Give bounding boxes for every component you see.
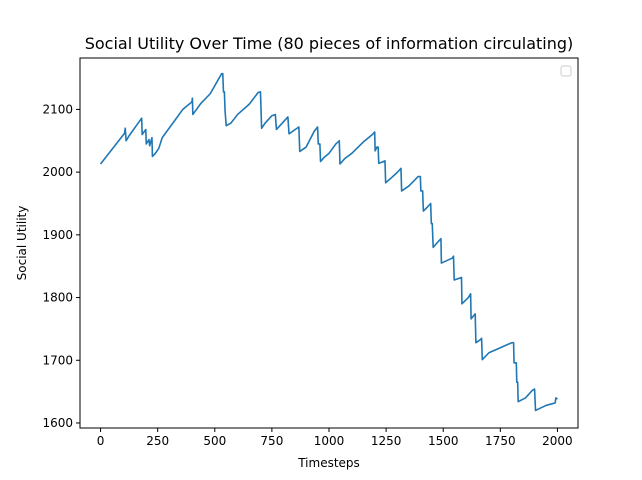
x-tick-label: 500 [203,434,226,448]
x-axis-label: Timesteps [297,456,360,470]
x-axis-ticks: 0 250 500 750 1000 1250 1500 1750 2000 [97,428,573,448]
plot-series [99,72,558,412]
y-tick-label: 1700 [42,353,73,367]
series-line [99,72,558,412]
x-tick-label: 2000 [542,434,573,448]
legend-box [560,65,572,77]
y-tick-label: 2100 [42,102,73,116]
x-tick-label: 1000 [314,434,345,448]
x-tick-label: 1500 [428,434,459,448]
y-axis-label: Social Utility [15,206,29,281]
plot-frame [79,57,579,429]
x-tick-label: 1250 [371,434,402,448]
y-tick-label: 2000 [42,165,73,179]
x-tick-label: 0 [97,434,105,448]
y-axis-ticks: 1600 1700 1800 1900 2000 2100 [42,102,80,430]
chart-title: Social Utility Over Time (80 pieces of i… [85,34,574,53]
x-tick-label: 250 [146,434,169,448]
x-tick-label: 750 [260,434,283,448]
y-tick-label: 1800 [42,291,73,305]
y-tick-label: 1600 [42,416,73,430]
y-tick-label: 1900 [42,228,73,242]
x-tick-label: 1750 [485,434,516,448]
